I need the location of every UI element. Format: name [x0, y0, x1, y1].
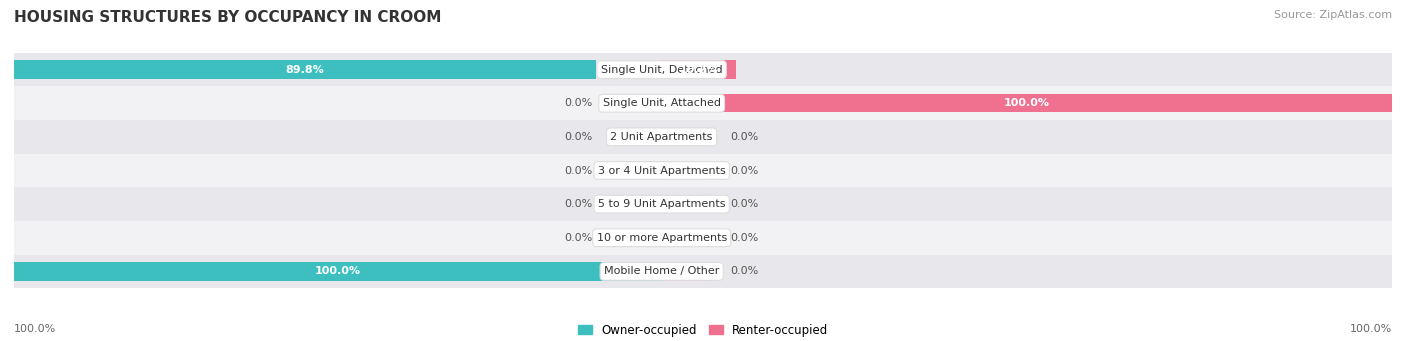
- Text: 0.0%: 0.0%: [731, 132, 759, 142]
- Text: 5 to 9 Unit Apartments: 5 to 9 Unit Apartments: [598, 199, 725, 209]
- Text: 0.0%: 0.0%: [731, 199, 759, 209]
- Text: Mobile Home / Other: Mobile Home / Other: [605, 266, 720, 277]
- Bar: [14, 262, 662, 281]
- Text: Source: ZipAtlas.com: Source: ZipAtlas.com: [1274, 10, 1392, 20]
- Text: 100.0%: 100.0%: [1350, 324, 1392, 334]
- Text: 0.0%: 0.0%: [731, 233, 759, 243]
- Legend: Owner-occupied, Renter-occupied: Owner-occupied, Renter-occupied: [572, 319, 834, 341]
- Text: 0.0%: 0.0%: [565, 132, 593, 142]
- Text: 10 or more Apartments: 10 or more Apartments: [596, 233, 727, 243]
- Text: 3 or 4 Unit Apartments: 3 or 4 Unit Apartments: [598, 165, 725, 176]
- Text: Single Unit, Attached: Single Unit, Attached: [603, 98, 721, 108]
- Bar: [14, 154, 1392, 187]
- Bar: [14, 255, 1392, 288]
- Text: 0.0%: 0.0%: [731, 266, 759, 277]
- Text: Single Unit, Detached: Single Unit, Detached: [600, 64, 723, 75]
- Bar: [662, 195, 710, 213]
- Text: 100.0%: 100.0%: [14, 324, 56, 334]
- Bar: [613, 195, 662, 213]
- Text: 0.0%: 0.0%: [565, 199, 593, 209]
- Text: 100.0%: 100.0%: [1004, 98, 1050, 108]
- Text: HOUSING STRUCTURES BY OCCUPANCY IN CROOM: HOUSING STRUCTURES BY OCCUPANCY IN CROOM: [14, 10, 441, 25]
- Text: 0.0%: 0.0%: [731, 165, 759, 176]
- Text: 100.0%: 100.0%: [315, 266, 361, 277]
- Bar: [14, 60, 596, 79]
- Bar: [14, 187, 1392, 221]
- Bar: [662, 161, 710, 180]
- Text: 0.0%: 0.0%: [565, 98, 593, 108]
- Bar: [14, 53, 1392, 86]
- Text: 89.8%: 89.8%: [285, 64, 325, 75]
- Bar: [662, 228, 710, 247]
- Bar: [662, 262, 710, 281]
- Text: 10.2%: 10.2%: [679, 64, 718, 75]
- Bar: [14, 86, 1392, 120]
- Bar: [662, 128, 710, 146]
- Bar: [14, 120, 1392, 154]
- Text: 2 Unit Apartments: 2 Unit Apartments: [610, 132, 713, 142]
- Text: 0.0%: 0.0%: [565, 165, 593, 176]
- Bar: [662, 94, 1392, 113]
- Bar: [613, 128, 662, 146]
- Bar: [613, 161, 662, 180]
- Bar: [613, 94, 662, 113]
- Text: 0.0%: 0.0%: [565, 233, 593, 243]
- Bar: [613, 228, 662, 247]
- Bar: [14, 221, 1392, 255]
- Bar: [662, 60, 737, 79]
